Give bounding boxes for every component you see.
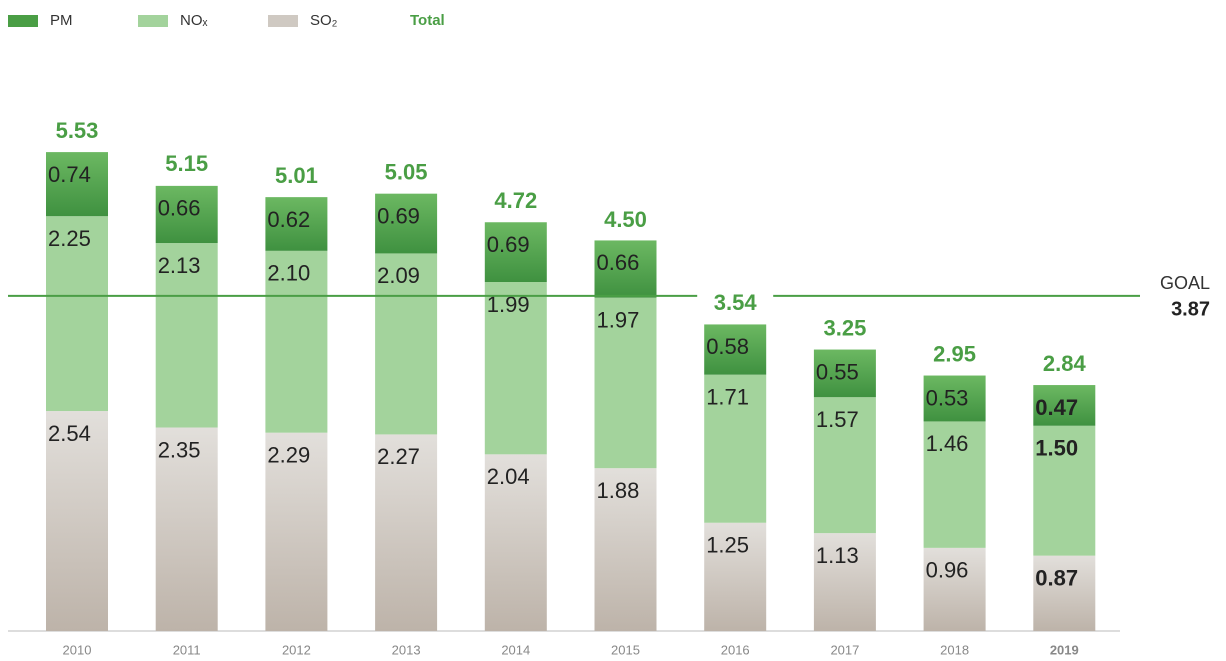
- value-label: 0.53: [926, 385, 969, 410]
- legend-swatch: [138, 15, 168, 27]
- total-label: 2.95: [933, 341, 976, 366]
- value-label: 0.55: [816, 359, 859, 384]
- x-tick-label: 2010: [63, 642, 92, 657]
- total-label-bg: [258, 164, 335, 191]
- value-label: 0.47: [1035, 395, 1078, 420]
- goal-label: GOAL: [1160, 273, 1210, 293]
- bar-segment: [46, 152, 108, 217]
- bar-segment: [704, 324, 767, 375]
- value-label: 2.54: [48, 421, 91, 446]
- value-label: 1.25: [706, 533, 749, 558]
- bar-segment: [484, 282, 547, 455]
- total-label: 4.72: [494, 188, 537, 213]
- value-label: 1.57: [816, 407, 859, 432]
- value-label: 2.13: [158, 253, 201, 278]
- bar-segment: [1033, 555, 1096, 631]
- x-tick-label: 2016: [721, 642, 750, 657]
- x-tick-label: 2019: [1050, 642, 1079, 657]
- x-tick-label: 2011: [173, 642, 201, 657]
- total-label: 5.01: [275, 163, 318, 188]
- bar-segment: [265, 432, 328, 631]
- total-label-bg: [916, 342, 993, 369]
- x-tick-label: 2014: [501, 642, 530, 657]
- goal-value: 3.87: [1171, 298, 1210, 320]
- bar-segment: [813, 349, 876, 398]
- value-label: 1.71: [706, 384, 749, 409]
- total-label: 2.84: [1043, 351, 1087, 376]
- total-label: 3.54: [714, 290, 758, 315]
- bar-segment: [155, 427, 218, 631]
- value-label: 2.35: [158, 437, 201, 462]
- value-label: 2.10: [267, 261, 310, 286]
- bar-segment: [594, 240, 657, 298]
- x-tick-label: 2018: [940, 642, 969, 657]
- bar-segment: [923, 547, 986, 631]
- total-label-bg: [806, 316, 883, 343]
- bar-segment: [155, 185, 218, 244]
- value-label: 2.09: [377, 263, 420, 288]
- bar-segment: [265, 197, 328, 251]
- value-label: 0.66: [158, 196, 201, 221]
- total-label-bg: [39, 119, 115, 146]
- bar-segment: [923, 421, 986, 548]
- bar-segment: [704, 522, 767, 631]
- bar-segment: [594, 468, 657, 631]
- legend-label: Total: [410, 12, 445, 29]
- bar-segment: [813, 533, 876, 631]
- value-label: 0.58: [706, 334, 749, 359]
- total-label: 5.05: [385, 159, 428, 184]
- bar-segment: [375, 193, 438, 254]
- bar-segment: [46, 216, 108, 412]
- bar-segment: [594, 297, 657, 469]
- value-label: 1.46: [926, 431, 969, 456]
- x-tick-label: 2013: [392, 642, 421, 657]
- bar-segment: [155, 243, 218, 428]
- total-label-bg: [587, 208, 664, 235]
- value-label: 2.27: [377, 444, 420, 469]
- value-label: 0.66: [597, 250, 640, 275]
- x-tick-label: 2015: [611, 642, 640, 657]
- x-tick-label: 2017: [830, 642, 859, 657]
- total-label-bg: [697, 291, 774, 318]
- bar-segment: [1033, 425, 1096, 556]
- legend-label: NOₓ: [180, 12, 208, 29]
- value-label: 1.13: [816, 543, 859, 568]
- total-label-bg: [368, 160, 445, 187]
- value-label: 0.74: [48, 162, 91, 187]
- value-label: 1.88: [597, 478, 640, 503]
- total-label: 5.15: [165, 151, 208, 176]
- value-label: 0.62: [267, 207, 310, 232]
- value-label: 0.69: [377, 203, 420, 228]
- value-label: 2.29: [267, 442, 310, 467]
- total-label: 3.25: [823, 315, 866, 340]
- total-label: 5.53: [56, 118, 99, 143]
- legend-swatch: [268, 15, 298, 27]
- x-tick-label: 2012: [282, 642, 311, 657]
- legend-label: SO₂: [310, 12, 338, 29]
- bar-segment: [484, 222, 547, 283]
- total-label-bg: [477, 189, 554, 216]
- value-label: 1.97: [597, 307, 640, 332]
- value-label: 2.04: [487, 464, 530, 489]
- bar-segment: [813, 397, 876, 534]
- value-label: 0.69: [487, 232, 530, 257]
- bar-segment: [923, 375, 986, 422]
- value-label: 2.25: [48, 226, 91, 251]
- bar-segment: [375, 434, 438, 631]
- total-label-bg: [148, 152, 225, 179]
- total-label: 4.50: [604, 207, 647, 232]
- total-label-bg: [1026, 352, 1103, 379]
- value-label: 0.96: [926, 558, 969, 583]
- value-label: 0.87: [1035, 565, 1078, 590]
- legend-label: PM: [50, 12, 73, 29]
- bar-segment: [46, 411, 108, 631]
- bar-segment: [704, 374, 767, 523]
- bar-segment: [265, 250, 328, 433]
- bar-segment: [484, 454, 547, 631]
- bar-segment: [375, 253, 438, 435]
- bar-segment: [1033, 385, 1096, 426]
- legend-swatch: [8, 15, 38, 27]
- value-label: 1.50: [1035, 436, 1078, 461]
